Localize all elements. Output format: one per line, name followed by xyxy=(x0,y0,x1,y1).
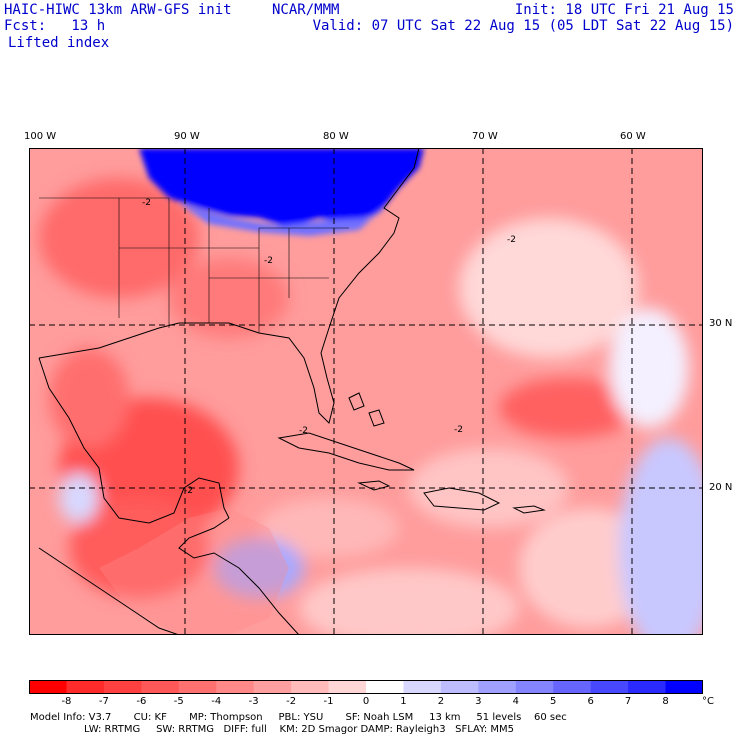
colorbar-swatch xyxy=(665,680,703,694)
colorbar-swatch xyxy=(103,680,142,694)
lon-label-70w: 70 W xyxy=(472,131,498,142)
colorbar-swatch xyxy=(141,680,180,694)
map-frame xyxy=(29,148,703,635)
lon-label-80w: 80 W xyxy=(323,131,349,142)
contour-label: -2 xyxy=(184,486,193,496)
init-time: Init: 18 UTC Fri 21 Aug 15 xyxy=(514,2,734,18)
colorbar-swatch xyxy=(178,680,217,694)
colorbar-swatch xyxy=(478,680,517,694)
lifted-index-map: -2 -2 -2 -2 -2 -2 xyxy=(29,148,703,635)
field-name: Lifted index xyxy=(8,35,110,51)
colorbar-swatch xyxy=(66,680,105,694)
colorbar-swatch xyxy=(366,680,404,694)
colorbar-tick-label: 0 xyxy=(362,696,370,707)
forecast-hour: Fcst: 13 h xyxy=(4,18,106,34)
colorbar-tick-label: 2 xyxy=(437,696,445,707)
organization: NCAR/MMM xyxy=(272,2,340,18)
colorbar xyxy=(29,680,703,694)
valid-time: Valid: 07 UTC Sat 22 Aug 15 (05 LDT Sat … xyxy=(312,18,734,34)
lat-label-20n: 20 N xyxy=(709,482,733,493)
colorbar-swatch xyxy=(440,680,479,694)
colorbar-swatch xyxy=(553,680,592,694)
colorbar-tick-label: -2 xyxy=(286,696,297,707)
contour-label: -2 xyxy=(454,425,463,435)
colorbar-tick-label: 5 xyxy=(550,696,557,707)
field-shading xyxy=(29,148,703,635)
colorbar-swatch xyxy=(590,680,629,694)
colorbar-swatch xyxy=(515,680,554,694)
contour-label: -2 xyxy=(142,198,151,208)
colorbar-swatch xyxy=(216,680,255,694)
colorbar-swatch xyxy=(29,680,67,694)
contour-label: -2 xyxy=(299,426,308,436)
colorbar-swatch xyxy=(328,680,367,694)
colorbar-tick-label: 6 xyxy=(587,696,594,707)
colorbar-tick-label: 4 xyxy=(512,696,519,707)
colorbar-tick-label: -5 xyxy=(173,696,184,707)
model-info-line1: Model Info: V3.7 CU: KF MP: Thompson PBL… xyxy=(30,712,567,723)
colorbar-tick-label: 1 xyxy=(400,696,407,707)
colorbar-tick-label: 3 xyxy=(475,696,482,707)
colorbar-tick-label: -3 xyxy=(248,696,259,707)
colorbar-tick-label: -4 xyxy=(211,696,222,707)
lon-label-90w: 90 W xyxy=(174,131,200,142)
colorbar-tick-label: -6 xyxy=(136,696,147,707)
lon-label-60w: 60 W xyxy=(620,131,646,142)
colorbar-swatch xyxy=(403,680,442,694)
colorbar-swatch xyxy=(253,680,292,694)
colorbar-tick-label: -7 xyxy=(98,696,109,707)
colorbar-tick-label: 7 xyxy=(624,696,632,707)
lon-label-100w: 100 W xyxy=(24,131,57,142)
contour-label: -2 xyxy=(264,256,273,266)
coastlines xyxy=(38,148,546,635)
plot-title: HAIC-HIWC 13km ARW-GFS init xyxy=(4,2,232,18)
lat-label-30n: 30 N xyxy=(709,318,733,329)
graticule xyxy=(29,148,703,635)
colorbar-swatch xyxy=(628,680,667,694)
colorbar-tick-label: -1 xyxy=(323,696,334,707)
colorbar-tick-label: 8 xyxy=(662,696,669,707)
model-info-line2: LW: RRTMG SW: RRTMG DIFF: full KM: 2D Sm… xyxy=(30,724,515,735)
colorbar-unit: °C xyxy=(702,696,714,707)
colorbar-swatch xyxy=(291,680,330,694)
colorbar-tick-label: -8 xyxy=(61,696,72,707)
contour-label: -2 xyxy=(507,235,516,245)
